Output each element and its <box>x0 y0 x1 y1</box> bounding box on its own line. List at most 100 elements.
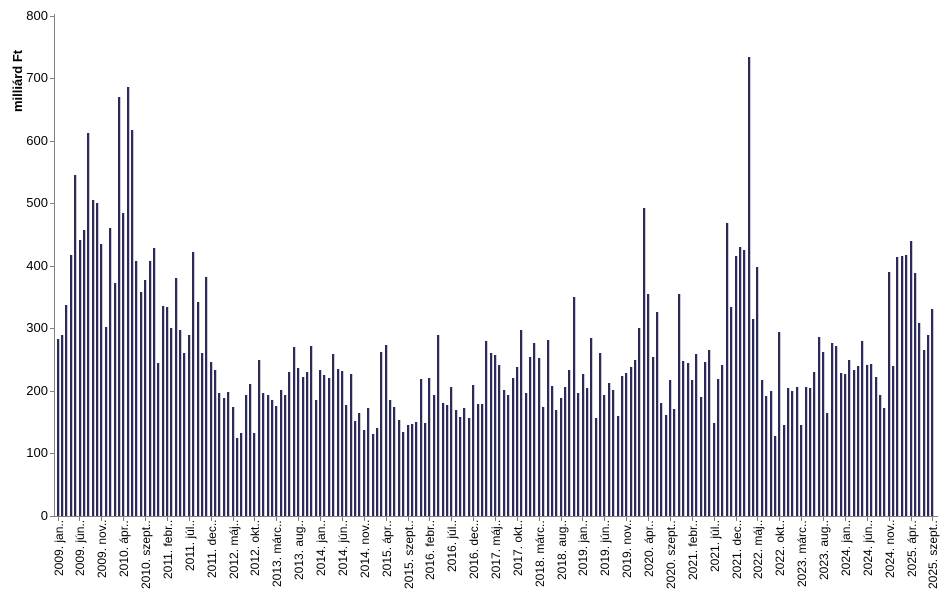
x-tick <box>648 517 650 521</box>
bar <box>852 370 856 516</box>
bar <box>830 343 834 516</box>
bar <box>577 393 581 516</box>
y-tick-label: 0 <box>40 508 48 523</box>
bar <box>629 367 633 516</box>
bar <box>218 393 222 516</box>
x-tick <box>232 517 234 521</box>
bar <box>472 385 476 516</box>
bar <box>673 409 677 516</box>
bar <box>467 418 471 516</box>
bar <box>284 395 287 516</box>
x-tick-label: 2024. nov.. <box>882 520 897 579</box>
x-tick-label: 2019. jún.. <box>598 520 613 577</box>
x-tick <box>735 517 737 521</box>
bar <box>231 407 235 516</box>
x-tick <box>123 517 125 521</box>
bar <box>905 255 909 516</box>
x-tick <box>823 517 825 521</box>
y-tick <box>50 78 54 79</box>
bar <box>122 213 126 516</box>
bar <box>883 408 887 516</box>
bar <box>380 352 384 516</box>
x-tick-label: 2017. okt.. <box>510 520 525 577</box>
bar <box>625 373 629 516</box>
bar <box>800 425 804 516</box>
x-tick <box>145 517 147 521</box>
bar <box>507 395 511 516</box>
bar <box>126 87 130 516</box>
bar <box>848 360 852 516</box>
x-tick-label: 2024. jún.. <box>860 520 875 577</box>
bar <box>139 292 143 516</box>
x-tick <box>669 517 671 521</box>
bar <box>616 416 620 516</box>
bar <box>196 302 200 516</box>
x-tick-label: 2020. szept.. <box>663 520 678 589</box>
bar <box>56 339 60 516</box>
bar <box>839 373 843 516</box>
x-axis-line <box>54 516 938 517</box>
bar <box>82 230 86 516</box>
bar <box>410 424 414 516</box>
bar <box>502 390 506 516</box>
bar <box>362 430 366 516</box>
bar <box>660 403 664 516</box>
bar <box>78 240 82 516</box>
bar <box>384 345 388 516</box>
y-tick <box>50 453 54 454</box>
bar <box>778 332 782 516</box>
x-tick <box>254 517 256 521</box>
x-tick <box>166 517 168 521</box>
bar <box>594 418 598 516</box>
bar <box>301 377 305 516</box>
bar <box>568 370 572 516</box>
bar <box>913 273 917 516</box>
bar <box>734 256 738 516</box>
bar <box>651 357 655 516</box>
bar <box>865 365 869 516</box>
y-tick-label: 600 <box>26 133 48 148</box>
bar <box>572 297 576 516</box>
x-tick-label: 2022. okt.. <box>773 520 788 577</box>
bar <box>192 252 196 516</box>
bar <box>437 335 441 516</box>
y-tick-label: 100 <box>26 445 48 460</box>
bar <box>157 363 161 516</box>
x-tick-label: 2014. jan.. <box>314 520 329 577</box>
y-tick <box>50 203 54 204</box>
bar <box>559 398 563 516</box>
bar <box>406 425 410 516</box>
bar <box>769 391 773 516</box>
y-tick <box>50 266 54 267</box>
x-tick-label: 2021. febr.. <box>685 520 700 581</box>
bar <box>174 278 178 516</box>
bar <box>725 223 729 516</box>
x-tick-label: 2014. jún.. <box>335 520 350 577</box>
bar <box>892 366 895 516</box>
x-tick-label: 2021. dec.. <box>729 520 744 580</box>
x-tick <box>451 517 453 521</box>
x-tick-label: 2012. okt.. <box>248 520 263 577</box>
bar <box>179 330 183 516</box>
bar <box>205 277 209 516</box>
x-tick <box>407 517 409 521</box>
x-tick-label: 2015. ápr.. <box>379 520 394 577</box>
y-tick-label: 500 <box>26 195 48 210</box>
bar <box>463 408 467 516</box>
x-tick <box>320 517 322 521</box>
bar <box>896 257 900 516</box>
bar <box>279 390 283 516</box>
bar <box>782 425 786 516</box>
bar <box>323 375 327 516</box>
bar <box>393 407 397 516</box>
y-tick-label: 800 <box>26 8 48 23</box>
bar <box>227 392 231 516</box>
bar <box>756 267 760 516</box>
bar <box>743 250 747 516</box>
bar <box>441 403 445 516</box>
y-axis-title: milliárd Ft <box>10 49 25 112</box>
x-tick-label: 2017. máj.. <box>489 520 503 580</box>
x-tick <box>516 517 518 521</box>
bar <box>704 362 707 516</box>
x-tick <box>582 517 584 521</box>
